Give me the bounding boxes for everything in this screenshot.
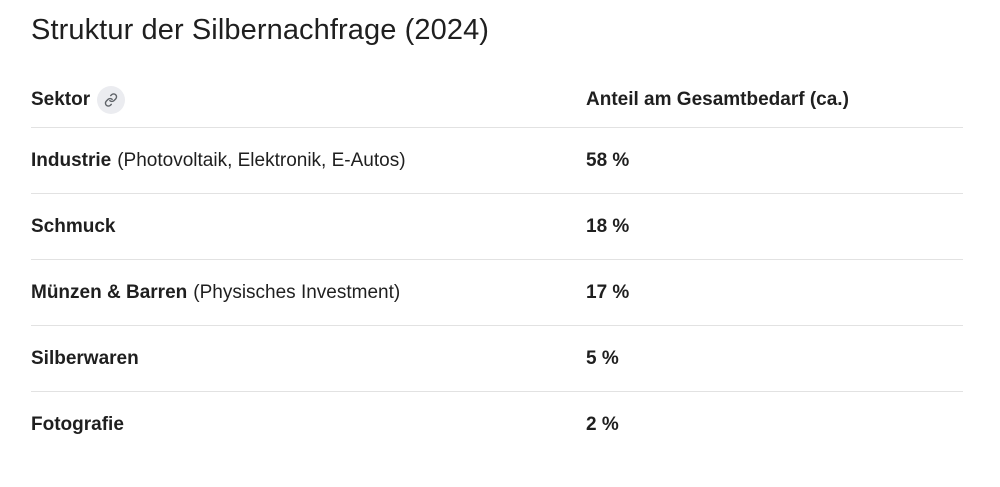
table-row: Silberwaren 5 % — [31, 326, 963, 392]
table-row: Schmuck 18 % — [31, 194, 963, 260]
demand-table: Sektor Anteil am Gesamtbedarf (ca.) Indu… — [31, 72, 963, 458]
sector-cell: Fotografie — [31, 413, 586, 437]
table-header-row: Sektor Anteil am Gesamtbedarf (ca.) — [31, 72, 963, 128]
sector-name: Industrie — [31, 149, 112, 171]
sector-cell: Schmuck — [31, 215, 586, 239]
table-row: Industrie (Photovoltaik, Elektronik, E-A… — [31, 128, 963, 194]
sector-cell: Silberwaren — [31, 347, 586, 371]
sector-detail: (Physisches Investment) — [193, 281, 401, 303]
share-value: 17 % — [586, 281, 630, 303]
header-share: Anteil am Gesamtbedarf (ca.) — [586, 88, 849, 110]
table-row: Münzen & Barren (Physisches Investment) … — [31, 260, 963, 326]
sector-name: Silberwaren — [31, 347, 139, 369]
page-title: Struktur der Silbernachfrage (2024) — [31, 14, 490, 46]
share-value: 18 % — [586, 215, 630, 237]
header-sector: Sektor — [31, 85, 586, 114]
share-value: 5 % — [586, 347, 619, 369]
copy-link-button[interactable] — [97, 85, 126, 114]
share-value: 2 % — [586, 414, 619, 435]
link-icon — [104, 92, 118, 107]
sector-name: Fotografie — [31, 414, 124, 435]
share-value: 58 % — [586, 149, 630, 171]
sector-name: Münzen & Barren — [31, 281, 188, 303]
table-row: Fotografie 2 % — [31, 392, 963, 458]
sector-cell: Industrie (Photovoltaik, Elektronik, E-A… — [31, 149, 586, 173]
sector-detail: (Photovoltaik, Elektronik, E-Autos) — [117, 149, 406, 171]
sector-cell: Münzen & Barren (Physisches Investment) — [31, 281, 586, 305]
sector-name: Schmuck — [31, 215, 116, 237]
header-sector-label: Sektor — [31, 88, 91, 110]
